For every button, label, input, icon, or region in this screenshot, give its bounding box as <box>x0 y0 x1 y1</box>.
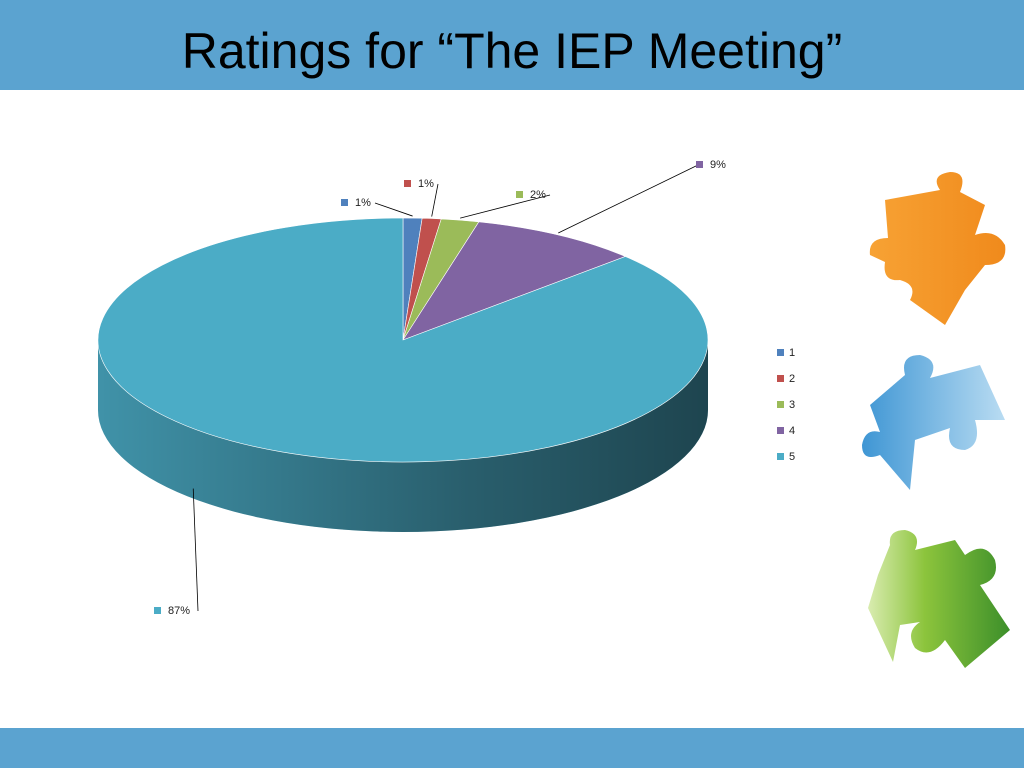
legend-label: 5 <box>789 451 795 463</box>
puzzle-pieces <box>862 172 1010 668</box>
legend-swatch <box>777 427 784 434</box>
legend-label: 3 <box>789 399 795 411</box>
puzzle-blue <box>862 355 1005 490</box>
pie-side-shade <box>98 340 708 532</box>
data-label: 9% <box>710 159 726 171</box>
label-swatch <box>341 199 348 206</box>
legend-swatch <box>777 401 784 408</box>
legend-swatch <box>777 453 784 460</box>
puzzle-green <box>868 530 1010 668</box>
puzzle-orange <box>869 172 1006 325</box>
pie-slice <box>402 221 627 341</box>
leader-line <box>558 164 699 234</box>
legend-label: 1 <box>789 347 795 359</box>
legend-swatch <box>777 349 784 356</box>
legend-label: 2 <box>789 373 795 385</box>
chart-title: Ratings for “The IEP Meeting” <box>182 23 842 79</box>
label-swatch <box>696 161 703 168</box>
header-bar <box>0 0 1024 90</box>
leader-line <box>431 183 439 217</box>
legend-label: 4 <box>789 425 795 437</box>
data-label: 87% <box>168 605 190 617</box>
data-label: 1% <box>418 178 434 190</box>
leader-line <box>192 488 199 612</box>
label-swatch <box>404 180 411 187</box>
leader-line <box>374 202 413 217</box>
footer-bar <box>0 728 1024 768</box>
label-swatch <box>154 607 161 614</box>
data-label: 1% <box>355 197 371 209</box>
label-swatch <box>516 191 523 198</box>
leader-line <box>460 194 551 219</box>
legend-swatch <box>777 375 784 382</box>
pie-slice <box>97 217 709 463</box>
data-label: 2% <box>530 189 546 201</box>
